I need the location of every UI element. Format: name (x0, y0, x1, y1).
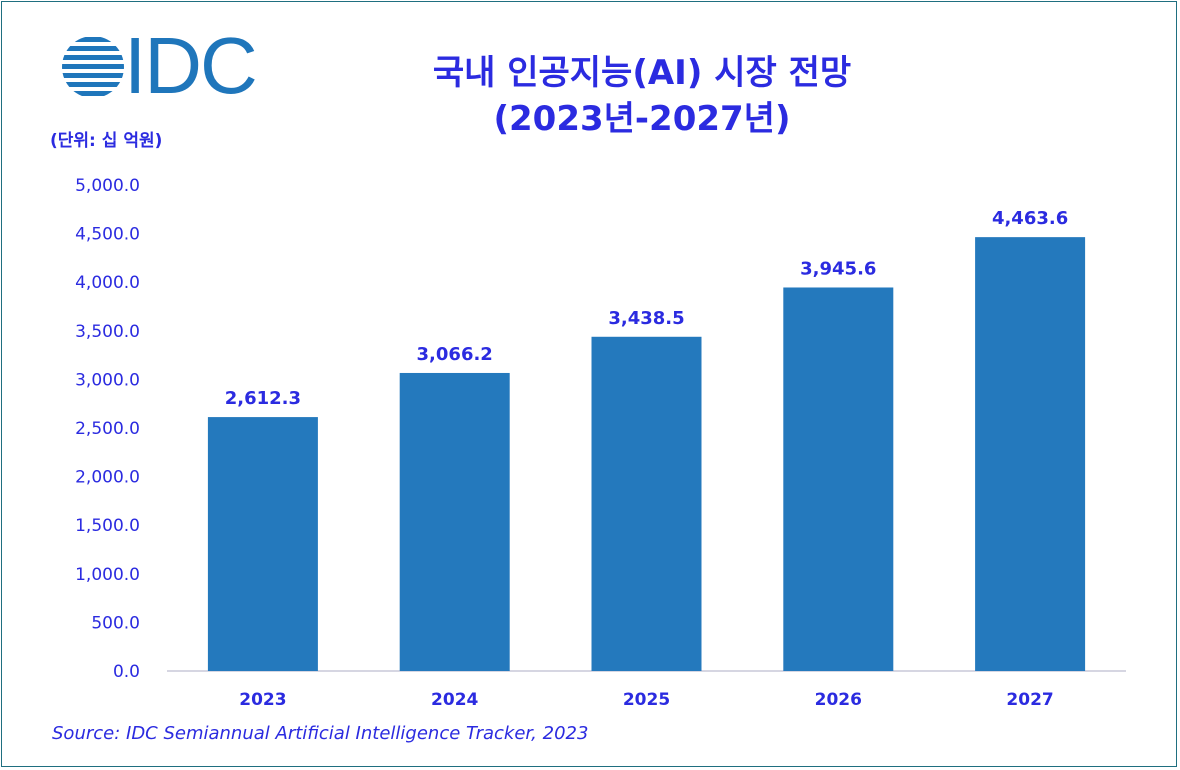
y-tick-label: 2,000.0 (75, 468, 140, 488)
y-tick-label: 0.0 (113, 662, 140, 682)
data-label: 3,945.6 (800, 258, 876, 279)
globe-stripes-icon (62, 37, 124, 96)
data-label: 3,438.5 (608, 308, 684, 329)
idc-logo: IDC (60, 26, 280, 106)
logo-text: IDC (124, 21, 258, 110)
x-tick-label: 2024 (431, 690, 478, 710)
y-tick-label: 4,000.0 (75, 273, 140, 293)
chart-title-line1: 국내 인공지능(AI) 시장 전망 (432, 53, 852, 93)
bar-2025 (591, 336, 702, 671)
bar-2027 (975, 237, 1086, 672)
y-tick-label: 5,000.0 (75, 176, 140, 196)
y-tick-label: 3,500.0 (75, 322, 140, 342)
y-tick-label: 3,000.0 (75, 370, 140, 390)
unit-label: (단위: 십 억원) (50, 131, 163, 151)
y-tick-label: 500.0 (91, 613, 140, 633)
x-tick-label: 2025 (623, 690, 670, 710)
y-tick-label: 1,000.0 (75, 565, 140, 585)
x-tick-label: 2023 (239, 690, 286, 710)
source-note: Source: IDC Semiannual Artificial Intell… (52, 723, 589, 744)
bar-2024 (399, 372, 510, 671)
data-label: 3,066.2 (417, 344, 493, 365)
chart-title: 국내 인공지능(AI) 시장 전망 (2023년-2027년) (332, 50, 952, 142)
x-tick-label: 2027 (1006, 690, 1053, 710)
chart-title-line2: (2023년-2027년) (493, 99, 791, 139)
bar-2023 (207, 417, 318, 671)
x-tick-label: 2026 (815, 690, 862, 710)
y-tick-label: 1,500.0 (75, 516, 140, 536)
data-label: 2,612.3 (225, 388, 301, 409)
data-label: 4,463.6 (992, 208, 1068, 229)
bar-2026 (783, 287, 894, 671)
y-tick-label: 2,500.0 (75, 419, 140, 439)
y-tick-label: 4,500.0 (75, 225, 140, 245)
